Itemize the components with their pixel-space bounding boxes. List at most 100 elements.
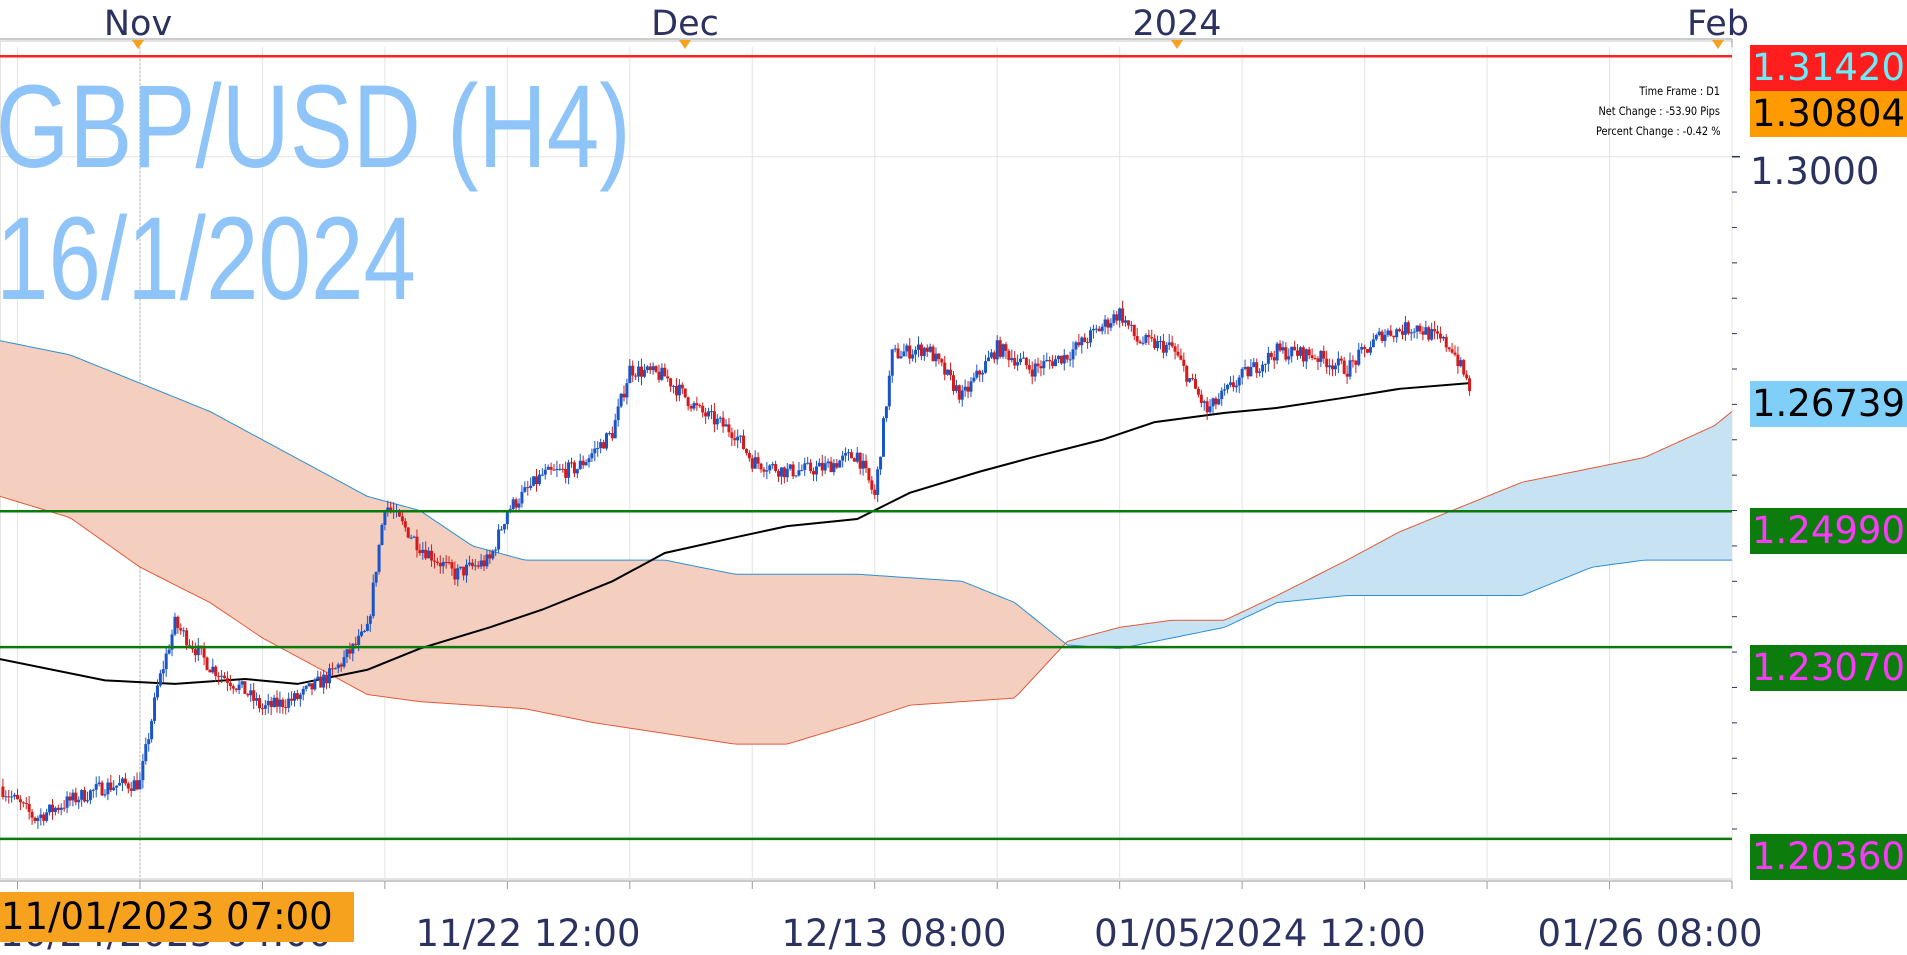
bearish-candle [634,375,638,377]
bearish-candle [444,562,448,564]
bearish-candle [1246,366,1250,377]
bearish-candle [1272,357,1276,361]
bearish-candle [176,616,180,629]
bearish-candle [631,365,635,376]
bearish-candle [1051,361,1055,367]
bearish-candle [744,448,748,453]
bearish-candle [535,476,539,485]
bearish-candle [721,417,725,427]
bearish-candle [1173,346,1177,352]
price-axis-label: 1.3000 [1750,150,1880,193]
bullish-candle [1409,332,1413,334]
month-label-2024: 2024 [1132,4,1222,44]
bullish-candle [922,347,926,356]
month-label-nov: Nov [103,4,173,44]
bearish-candle [581,460,585,466]
price-tag-current: 1.26739 [1750,381,1907,427]
bullish-candle [567,462,571,478]
bullish-candle [467,562,471,565]
bullish-candle [441,562,445,567]
bearish-candle [1322,350,1326,359]
bullish-candle [972,377,976,382]
bullish-candle [916,344,920,350]
bullish-candle [672,385,676,387]
bullish-candle [505,512,509,525]
bullish-candle [313,679,317,690]
bearish-candle [1083,337,1087,343]
bearish-candle [24,802,28,804]
bullish-candle [1062,354,1066,364]
bullish-candle [753,457,757,469]
bearish-candle [951,375,955,391]
bearish-candle [1027,365,1031,370]
bullish-candle [736,436,740,441]
bullish-candle [182,630,186,632]
bearish-candle [435,561,439,563]
bullish-candle [1091,328,1095,331]
bullish-candle [1089,330,1093,343]
bearish-candle [1339,358,1343,361]
bullish-candle [153,697,157,721]
date-label: 01/05/2024 12:00 [1094,912,1426,955]
bullish-candle [817,462,821,467]
bearish-candle [648,366,652,371]
bullish-candle [1188,378,1192,382]
bullish-candle [832,463,836,473]
bullish-candle [537,474,541,485]
bearish-candle [403,521,407,528]
bearish-candle [896,348,900,359]
bullish-candle [607,433,611,435]
bearish-candle [572,462,576,474]
senkou-span-b [0,340,1732,649]
bearish-candle [275,697,279,707]
bearish-candle [1059,355,1063,364]
bullish-candle [1333,365,1337,370]
bearish-candle [1307,349,1311,356]
bullish-candle [1220,390,1224,400]
bearish-candle [549,466,553,470]
bearish-candle [400,516,404,522]
bearish-candle [852,458,856,462]
bullish-candle [1217,399,1221,405]
bearish-candle [188,645,192,647]
bullish-candle [497,529,501,550]
bullish-candle [771,464,775,466]
date-label: 11/22 12:00 [415,912,641,955]
bearish-cloud [0,340,1068,745]
bullish-candle [158,673,162,686]
bullish-candle [249,690,253,696]
bullish-candle [613,420,617,439]
bullish-candle [459,566,463,569]
bullish-candle [1371,339,1375,348]
month-marker [132,40,144,49]
bearish-candle [873,489,877,495]
bullish-candle [263,705,267,709]
bullish-candle [1129,324,1133,326]
bearish-candle [246,693,250,696]
bearish-candle [1115,314,1119,321]
net-change-info: Net Change : -53.90 Pips [1598,104,1720,118]
bearish-candle [1366,349,1370,353]
bullish-candle [884,406,888,419]
bullish-candle [164,653,168,670]
bullish-candle [39,814,43,819]
bearish-candle [940,359,944,363]
bearish-candle [1468,378,1472,392]
bullish-candle [981,372,985,375]
bearish-candle [526,487,530,489]
bullish-candle [855,452,859,462]
bullish-candle [1094,328,1098,330]
bullish-candle [575,469,579,474]
bearish-candle [269,700,273,708]
bullish-candle [584,462,588,466]
bullish-candle [768,465,772,471]
bullish-candle [345,649,349,658]
bullish-candle [427,550,431,559]
bearish-candle [809,462,813,472]
bearish-candle [225,678,229,683]
bullish-candle [739,435,743,437]
bearish-candle [129,788,133,791]
bullish-candle [1328,365,1332,368]
bearish-candle [7,796,11,798]
